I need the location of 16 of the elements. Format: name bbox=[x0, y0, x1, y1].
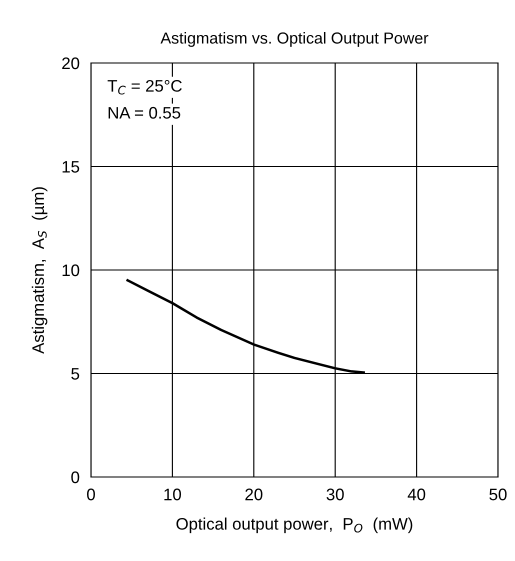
y-tick-label: 15 bbox=[62, 161, 80, 173]
y-tick-label: 20 bbox=[62, 57, 80, 70]
x-tick-label: 20 bbox=[245, 488, 262, 500]
y-tick-label: 0 bbox=[71, 471, 80, 484]
x-axis-title: Optical output power, P$_{O}$ (mW) bbox=[176, 518, 412, 534]
annotation: T$_{C}$ = 25°C bbox=[108, 80, 182, 95]
x-tick-label: 50 bbox=[489, 488, 507, 500]
x-tick-label: 30 bbox=[326, 488, 344, 500]
y-tick-label: 10 bbox=[62, 264, 80, 276]
x-tick-label: 40 bbox=[408, 488, 426, 500]
y-tick-label: 5 bbox=[71, 368, 80, 380]
y-axis-title: Astigmatism, A$_{S}$ (µm) bbox=[32, 187, 48, 354]
chart-title: Astigmatism vs. Optical Output Power bbox=[160, 32, 428, 47]
annotation: NA = 0.55 bbox=[108, 106, 180, 119]
x-tick-label: 0 bbox=[87, 488, 95, 500]
x-tick-label: 10 bbox=[164, 488, 182, 500]
